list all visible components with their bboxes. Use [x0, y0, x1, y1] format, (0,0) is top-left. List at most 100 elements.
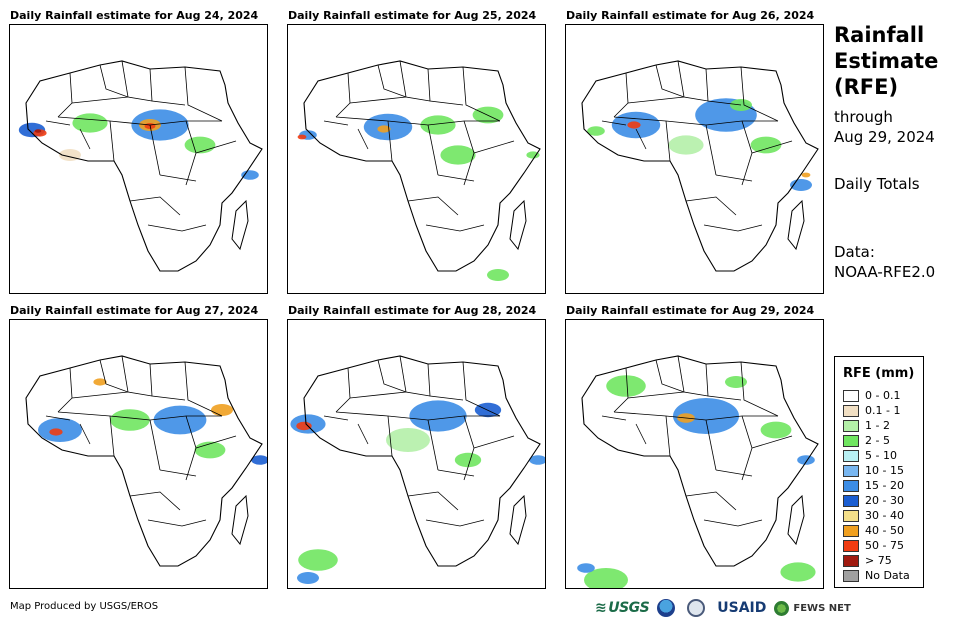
legend-label: 1 - 2 [865, 419, 890, 432]
title-line-3: (RFE) [834, 75, 899, 99]
country-border [377, 359, 407, 393]
map-panel-3 [565, 24, 824, 294]
africa-rainfall-map [25, 355, 267, 567]
panel-title-2: Daily Rainfall estimate for Aug 25, 2024 [288, 9, 537, 22]
africa-landmass [26, 356, 262, 566]
legend-item: 5 - 10 [843, 448, 897, 463]
rainfall-area [110, 409, 150, 431]
panel-title-4: Daily Rainfall estimate for Aug 27, 2024 [10, 304, 259, 317]
legend-swatch [843, 479, 859, 492]
country-border [655, 64, 685, 98]
country-border [407, 491, 459, 511]
usgs-logo-text: USGS [608, 600, 650, 616]
rainfall-area [49, 428, 63, 436]
legend-item: 1 - 2 [843, 418, 890, 433]
rainfall-area [750, 136, 782, 154]
africa-landmass [582, 356, 818, 566]
rainfall-area [297, 572, 319, 584]
rainfall-area [673, 398, 739, 434]
map-series-title: Rainfall Estimate (RFE) [834, 22, 964, 100]
panel-title-5: Daily Rainfall estimate for Aug 28, 2024 [288, 304, 537, 317]
legend-label: > 75 [865, 554, 892, 567]
country-border [147, 519, 207, 527]
legend-label: 5 - 10 [865, 449, 897, 462]
rainfall-area [780, 562, 816, 582]
rainfall-area [797, 455, 815, 465]
country-border [71, 391, 129, 399]
legend-swatch [843, 494, 859, 507]
country-border [635, 423, 647, 445]
country-border [715, 469, 753, 477]
country-border [425, 224, 485, 232]
state-seal-icon [687, 599, 706, 617]
country-border [740, 66, 779, 122]
data-source: Data: NOAA-RFE2.0 [834, 242, 935, 282]
rainfall-area [526, 151, 540, 159]
legend-label: 30 - 40 [865, 509, 904, 522]
africa-landmass [26, 61, 262, 271]
country-border [705, 363, 742, 401]
country-border [665, 415, 671, 457]
fews-net-logo-text: FEWS NET [793, 602, 851, 614]
country-border [79, 423, 91, 445]
country-border [601, 120, 627, 126]
legend-swatch [843, 539, 859, 552]
legend-swatch [843, 449, 859, 462]
country-border [425, 519, 485, 527]
usaid-logo-text: USAID [717, 600, 767, 616]
country-border [705, 419, 717, 471]
country-border [349, 391, 407, 399]
legend-swatch [843, 404, 859, 417]
africa-rainfall-map [581, 60, 819, 272]
title-line-2: Estimate [834, 49, 939, 73]
legend-label: 20 - 30 [865, 494, 904, 507]
legend-item: No Data [843, 568, 910, 583]
country-border [149, 124, 161, 176]
country-border [627, 391, 685, 399]
legend-item: 2 - 5 [843, 433, 890, 448]
country-border [627, 96, 685, 104]
rainfall-area [584, 568, 628, 588]
legend-swatch [843, 569, 859, 582]
country-border [184, 361, 223, 417]
legend-item: 0.1 - 1 [843, 403, 900, 418]
country-border [349, 96, 407, 104]
madagascar-outline [231, 494, 249, 546]
country-border [184, 66, 223, 122]
country-border [437, 174, 475, 182]
country-border [751, 140, 793, 154]
legend-title: RFE (mm) [843, 366, 915, 381]
through-date: through Aug 29, 2024 [834, 107, 935, 147]
rainfall-area [577, 563, 595, 573]
totals-label: Daily Totals [834, 175, 920, 193]
legend-swatch [843, 389, 859, 402]
legend-swatch [843, 524, 859, 537]
country-border [427, 419, 439, 471]
country-border [377, 64, 407, 98]
rainfall-area [184, 136, 216, 154]
legend-item: 10 - 15 [843, 463, 904, 478]
country-border [99, 359, 129, 393]
noaa-emblem-icon [657, 599, 676, 617]
country-border [147, 224, 207, 232]
rainfall-area [251, 455, 267, 465]
legend-swatch [843, 419, 859, 432]
country-border [149, 68, 186, 106]
country-border [427, 68, 464, 106]
logo-strip: ≋ USGS USAID FEWS NET [595, 597, 859, 619]
legend-label: 0 - 0.1 [865, 389, 901, 402]
usgs-logo: ≋ USGS [595, 600, 650, 616]
rainfall-area [241, 170, 259, 180]
country-border [705, 124, 717, 176]
country-border [407, 196, 459, 216]
rainfall-area [34, 129, 42, 133]
rainfall-area [298, 549, 338, 571]
legend-label: No Data [865, 569, 910, 582]
noaa-logo [657, 599, 679, 617]
country-border [357, 128, 369, 150]
legend-swatch [843, 464, 859, 477]
country-border [705, 68, 742, 106]
rainfall-area [454, 452, 482, 468]
country-border [159, 469, 197, 477]
rainfall-area [668, 135, 704, 155]
